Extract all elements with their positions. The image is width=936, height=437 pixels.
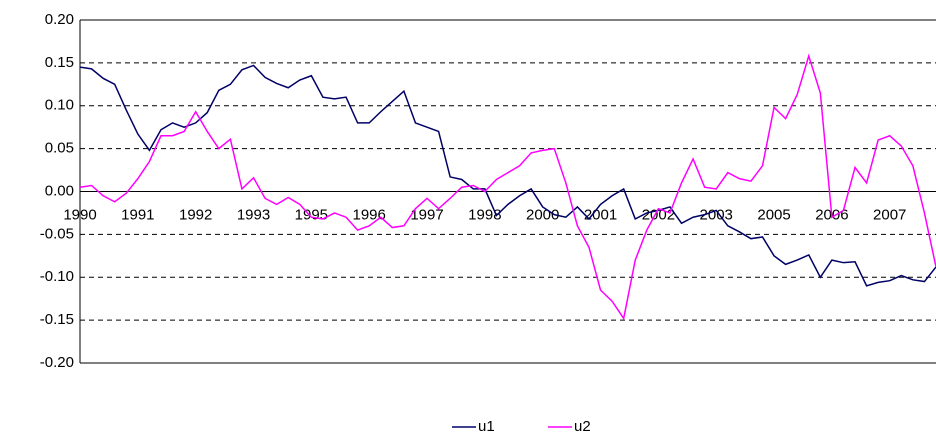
- legend-label: u1: [478, 418, 495, 435]
- x-tick-label: 2002: [642, 206, 675, 223]
- y-tick-label: -0.15: [40, 311, 74, 328]
- x-tick-label: 2005: [757, 206, 790, 223]
- x-tick-label: 1997: [410, 206, 443, 223]
- y-tick-label: -0.20: [40, 354, 74, 371]
- x-tick-label: 1995: [295, 206, 328, 223]
- y-tick-label: 0.00: [45, 182, 74, 199]
- x-tick-label: 1993: [237, 206, 270, 223]
- x-tick-label: 1996: [353, 206, 386, 223]
- legend-label: u2: [574, 418, 591, 435]
- series-line: [79, 64, 936, 287]
- x-tick-label: 1992: [179, 206, 212, 223]
- x-tick-label: 2001: [584, 206, 617, 223]
- x-tick-label: 2000: [526, 206, 559, 223]
- x-tick-label: 2007: [873, 206, 906, 223]
- x-tick-label: 1998: [468, 206, 501, 223]
- y-tick-label: -0.05: [40, 225, 74, 242]
- y-tick-label: 0.05: [45, 140, 74, 157]
- y-tick-label: 0.10: [45, 97, 74, 114]
- y-tick-label: -0.10: [40, 268, 74, 285]
- y-tick-label: 0.15: [45, 54, 74, 71]
- x-tick-label: 1990: [63, 206, 96, 223]
- x-tick-label: 1991: [121, 206, 154, 223]
- x-tick-label: 2003: [700, 206, 733, 223]
- y-tick-label: 0.20: [45, 11, 74, 28]
- series-line: [79, 53, 936, 321]
